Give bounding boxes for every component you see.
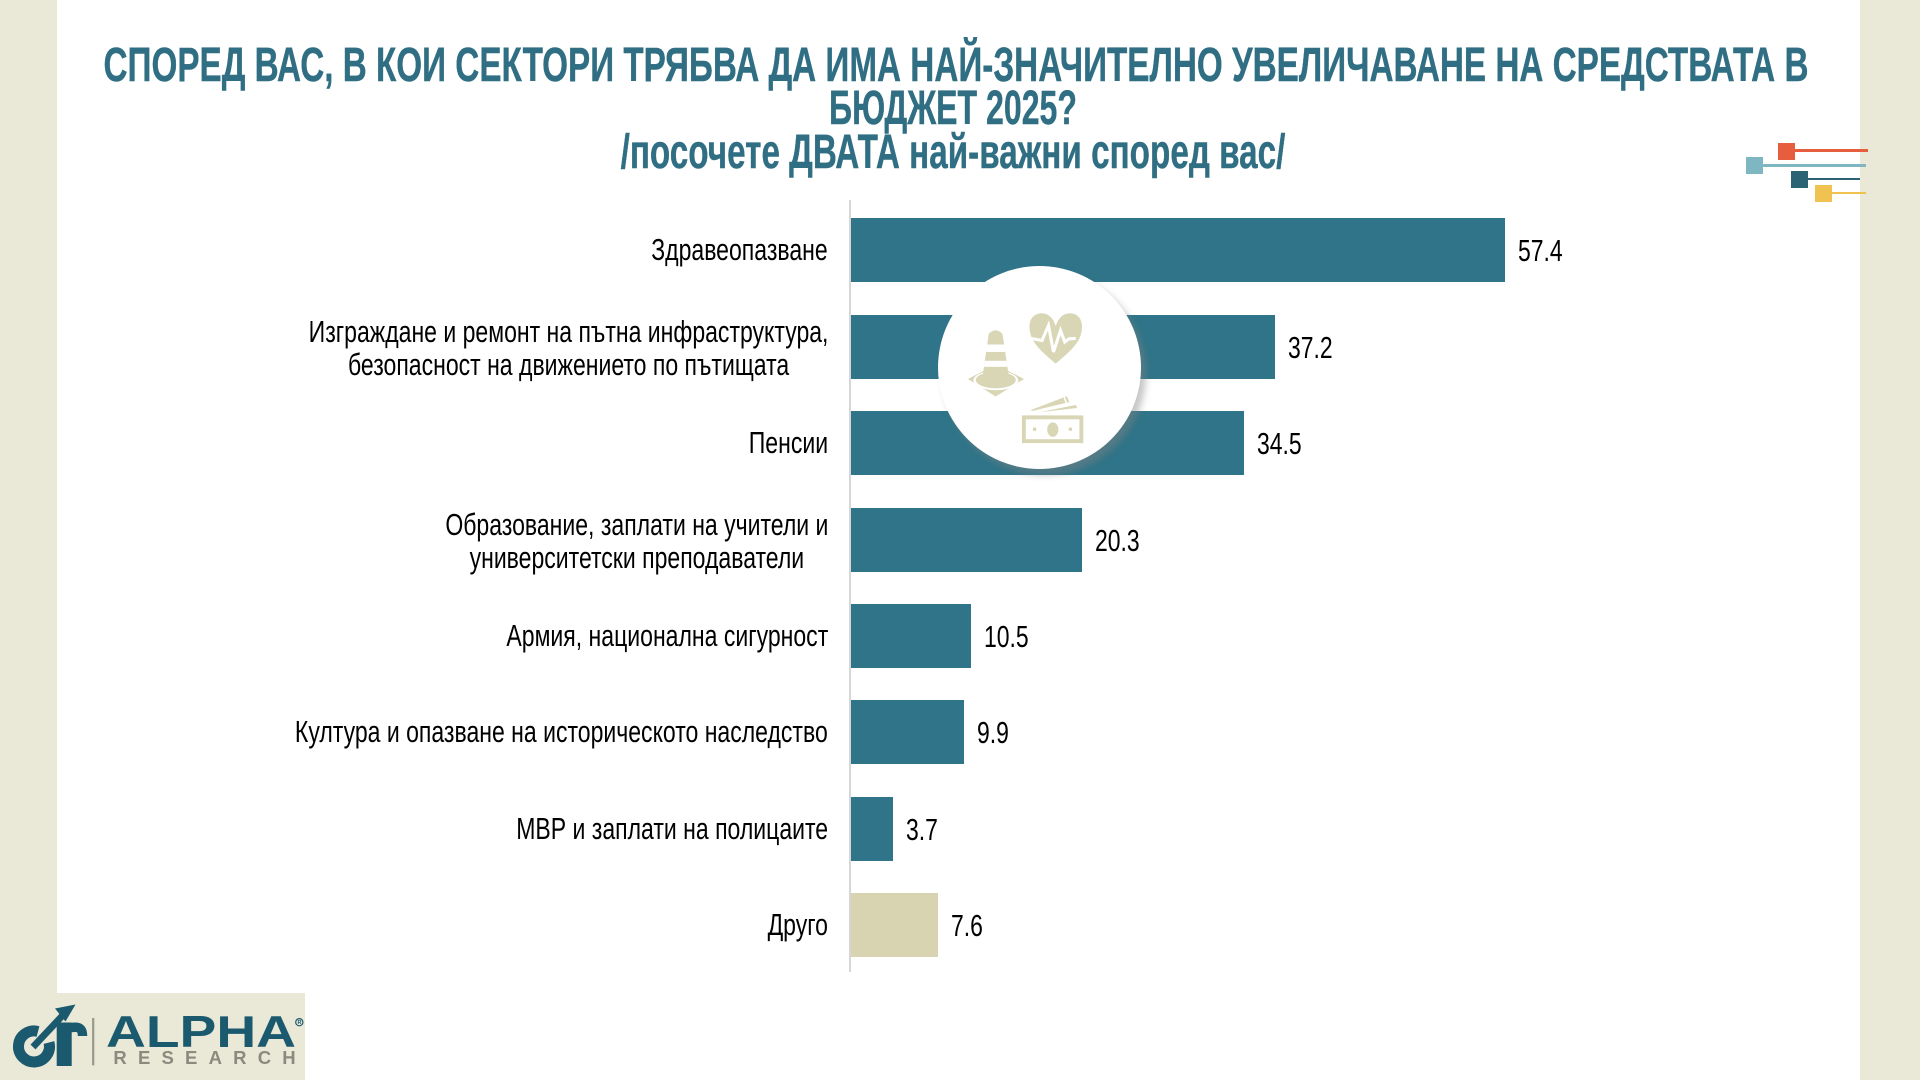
svg-text:R: R [298,1020,302,1026]
svg-text:ALPHA: ALPHA [106,1007,296,1057]
svg-text:RESEARCH: RESEARCH [113,1047,306,1068]
